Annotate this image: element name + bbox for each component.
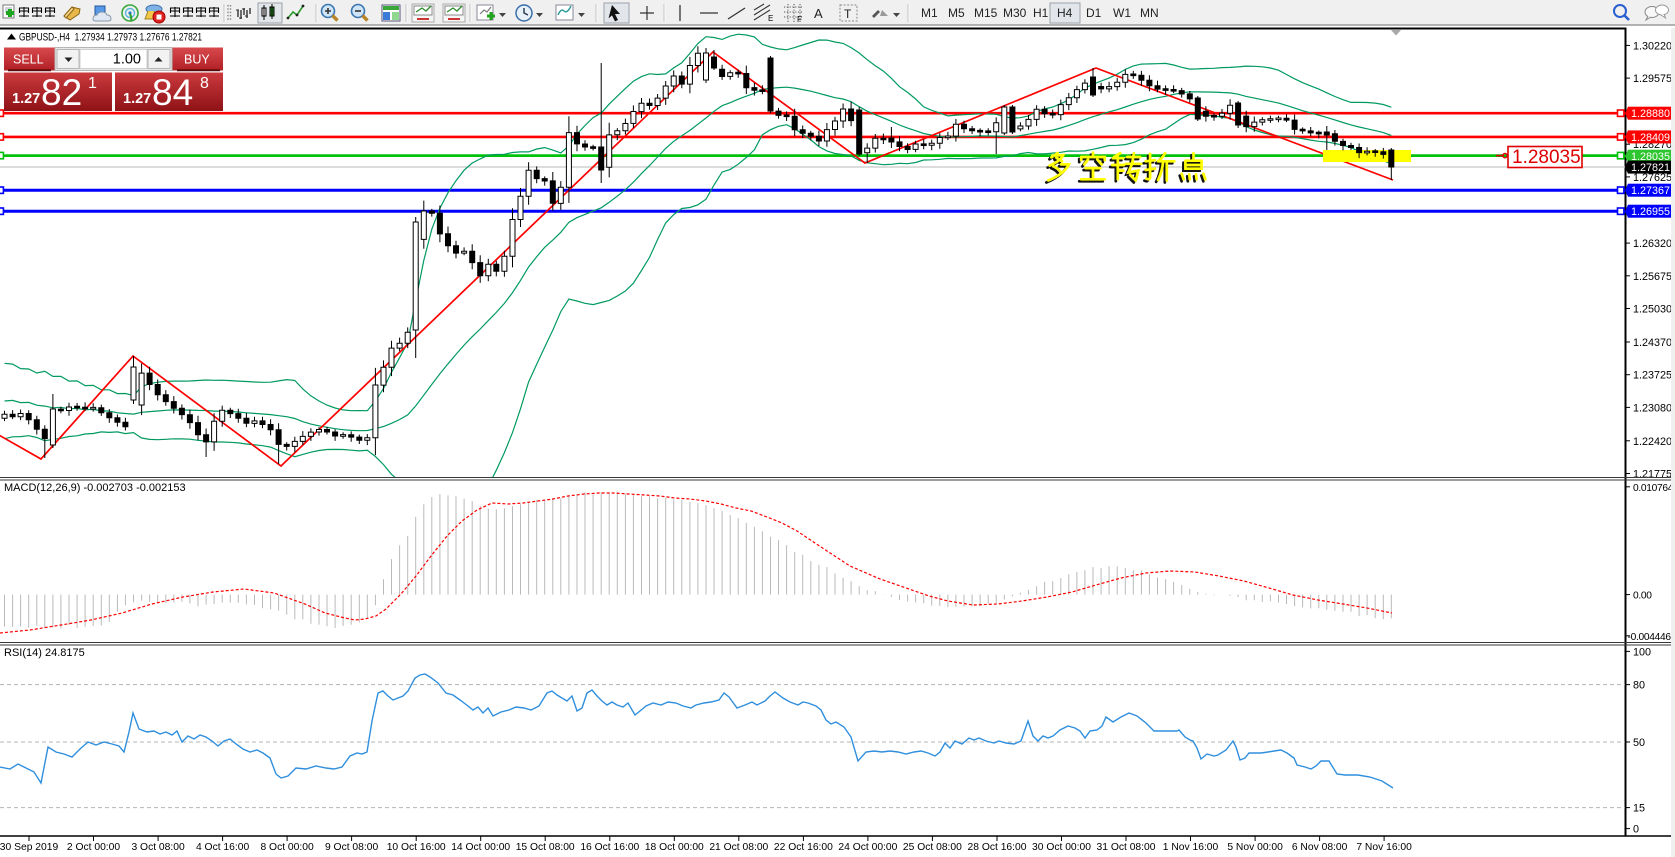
svg-text:1 Nov 16:00: 1 Nov 16:00 (1163, 842, 1219, 853)
svg-text:SELL: SELL (13, 53, 44, 67)
svg-text:9 Oct 08:00: 9 Oct 08:00 (325, 842, 379, 853)
svg-text:0.00: 0.00 (1633, 591, 1652, 602)
svg-text:22 Oct 16:00: 22 Oct 16:00 (774, 842, 833, 853)
svg-text:24 Oct 00:00: 24 Oct 00:00 (838, 842, 897, 853)
svg-text:1.26320: 1.26320 (1633, 238, 1672, 250)
svg-text:1.27: 1.27 (123, 91, 151, 107)
svg-text:1.23080: 1.23080 (1633, 402, 1672, 414)
svg-text:0: 0 (1633, 824, 1639, 836)
svg-text:MACD(12,26,9) -0.002703 -0.002: MACD(12,26,9) -0.002703 -0.002153 (4, 482, 186, 494)
svg-text:W1: W1 (1113, 6, 1131, 20)
svg-text:18 Oct 00:00: 18 Oct 00:00 (645, 842, 704, 853)
svg-text:E: E (768, 14, 773, 23)
svg-text:RSI(14) 24.8175: RSI(14) 24.8175 (4, 647, 85, 659)
svg-text:15 Oct 08:00: 15 Oct 08:00 (516, 842, 575, 853)
svg-text:M5: M5 (948, 6, 965, 20)
svg-text:1.28409: 1.28409 (1631, 132, 1670, 144)
svg-text:28 Oct 16:00: 28 Oct 16:00 (968, 842, 1027, 853)
svg-text:GBPUSD-,H4 1.27934 1.27973 1.: GBPUSD-,H4 1.27934 1.27973 1.27676 1.278… (19, 32, 202, 44)
svg-text:1.29575: 1.29575 (1633, 73, 1672, 85)
svg-text:10 Oct 16:00: 10 Oct 16:00 (387, 842, 446, 853)
svg-text:82: 82 (41, 72, 82, 113)
svg-text:84: 84 (152, 72, 193, 113)
svg-text:1.26955: 1.26955 (1631, 206, 1670, 218)
svg-text:1.23725: 1.23725 (1633, 370, 1672, 382)
svg-text:1.24370: 1.24370 (1633, 337, 1672, 349)
svg-text:T: T (844, 7, 852, 21)
svg-text:1.22420: 1.22420 (1633, 436, 1672, 448)
svg-text:-0.004446: -0.004446 (1628, 632, 1672, 643)
svg-text:H1: H1 (1033, 6, 1049, 20)
svg-text:16 Oct 16:00: 16 Oct 16:00 (580, 842, 639, 853)
svg-text:1.25675: 1.25675 (1633, 271, 1672, 283)
svg-text:1.28035: 1.28035 (1512, 147, 1581, 168)
svg-text:2 Oct 00:00: 2 Oct 00:00 (67, 842, 121, 853)
svg-text:A: A (814, 6, 823, 21)
svg-text:1.27367: 1.27367 (1631, 185, 1670, 197)
svg-text:100: 100 (1633, 646, 1651, 658)
svg-text:50: 50 (1633, 737, 1645, 749)
svg-text:1.27821: 1.27821 (1631, 162, 1670, 174)
svg-text:1.27625: 1.27625 (1633, 172, 1672, 184)
svg-text:30 Sep 2019: 30 Sep 2019 (0, 842, 58, 853)
svg-text:3 Oct 08:00: 3 Oct 08:00 (131, 842, 185, 853)
svg-text:1: 1 (88, 75, 97, 92)
svg-text:25 Oct 08:00: 25 Oct 08:00 (903, 842, 962, 853)
svg-text:1.27: 1.27 (12, 91, 40, 107)
svg-text:14 Oct 00:00: 14 Oct 00:00 (451, 842, 510, 853)
svg-text:30 Oct 00:00: 30 Oct 00:00 (1032, 842, 1091, 853)
svg-text:4 Oct 16:00: 4 Oct 16:00 (196, 842, 250, 853)
svg-text:5 Nov 00:00: 5 Nov 00:00 (1227, 842, 1283, 853)
svg-text:1.30220: 1.30220 (1633, 40, 1672, 52)
svg-text:BUY: BUY (184, 53, 210, 67)
svg-text:1.00: 1.00 (113, 52, 141, 68)
svg-text:M30: M30 (1003, 6, 1027, 20)
svg-text:80: 80 (1633, 680, 1645, 692)
svg-text:8 Oct 00:00: 8 Oct 00:00 (260, 842, 314, 853)
svg-text:0.010764: 0.010764 (1633, 483, 1674, 494)
svg-text:1.28880: 1.28880 (1631, 108, 1670, 120)
svg-text:7 Nov 16:00: 7 Nov 16:00 (1356, 842, 1412, 853)
svg-text:H4: H4 (1057, 6, 1073, 20)
svg-text:MN: MN (1140, 6, 1159, 20)
svg-text:21 Oct 08:00: 21 Oct 08:00 (709, 842, 768, 853)
svg-text:1.28035: 1.28035 (1631, 151, 1670, 163)
svg-text:15: 15 (1633, 803, 1645, 815)
svg-text:1.21775: 1.21775 (1633, 469, 1672, 481)
svg-text:F: F (797, 15, 802, 24)
svg-text:M15: M15 (974, 6, 998, 20)
svg-text:M1: M1 (921, 6, 938, 20)
svg-text:8: 8 (200, 75, 209, 92)
svg-text:D1: D1 (1086, 6, 1102, 20)
svg-text:6 Nov 08:00: 6 Nov 08:00 (1292, 842, 1348, 853)
svg-text:31 Oct 08:00: 31 Oct 08:00 (1097, 842, 1156, 853)
svg-text:1.25030: 1.25030 (1633, 304, 1672, 316)
